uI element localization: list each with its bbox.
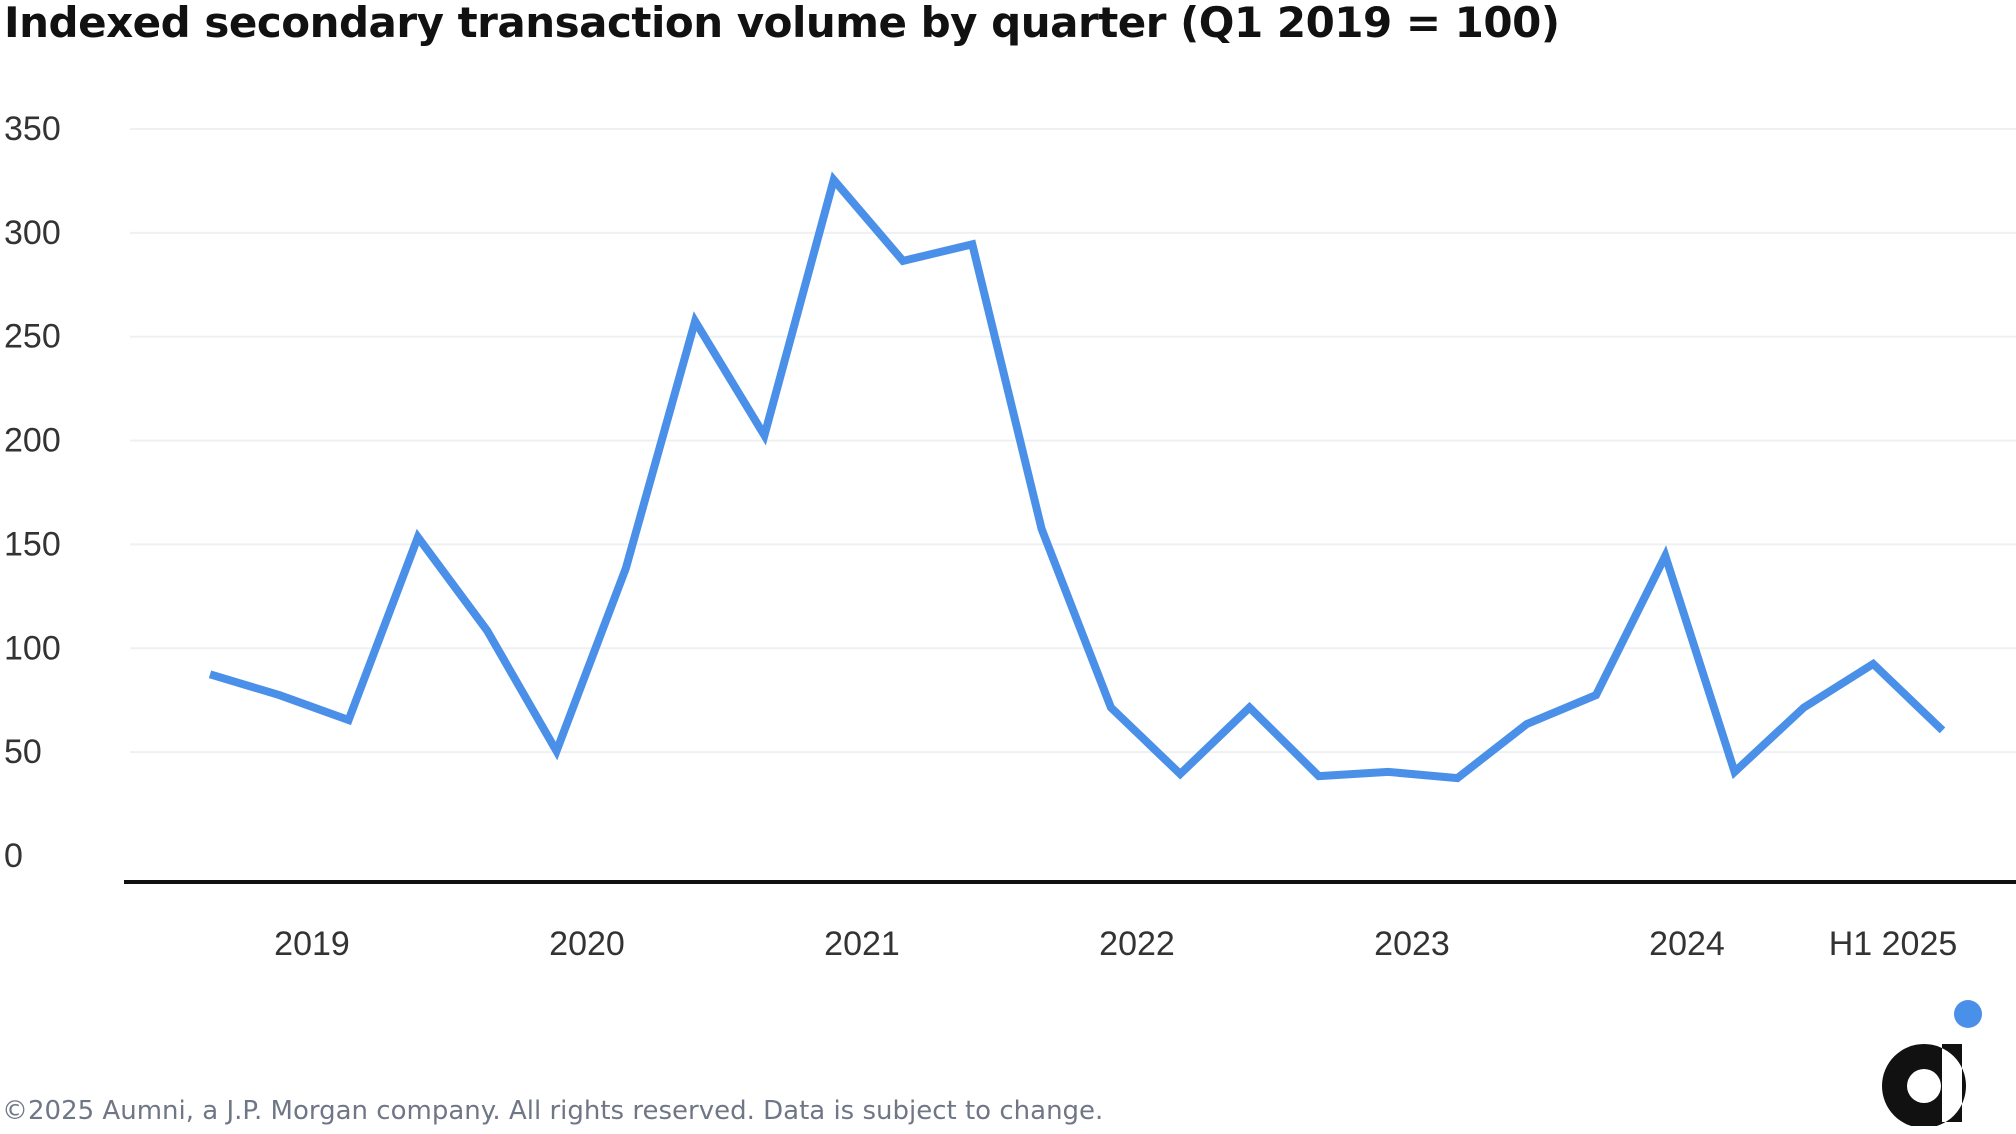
y-tick-label: 150 — [4, 525, 61, 563]
chart-title: Indexed secondary transaction volume by … — [4, 0, 1560, 47]
x-axis-ticks: 2019 2020 2021 2022 2023 2024 H1 2025 — [274, 925, 1957, 963]
gridlines — [130, 128, 2016, 754]
y-tick-label: 200 — [4, 422, 61, 460]
aumni-logo — [1882, 1000, 1982, 1126]
y-axis-ticks: 0 50 100 150 200 250 300 350 — [4, 110, 61, 875]
x-tick-label: 2020 — [549, 925, 625, 963]
y-tick-label: 250 — [4, 318, 61, 356]
x-tick-label: 2024 — [1649, 925, 1725, 963]
logo-dot — [1954, 1000, 1982, 1028]
x-tick-label: 2022 — [1099, 925, 1175, 963]
x-tick-label: 2019 — [274, 925, 350, 963]
series-line — [208, 171, 1946, 783]
y-tick-label: 100 — [4, 629, 61, 667]
logo-letter-a — [1882, 1044, 1966, 1126]
y-tick-label: 0 — [4, 837, 23, 875]
x-tick-label: 2021 — [824, 925, 900, 963]
y-tick-label: 300 — [4, 214, 61, 252]
x-tick-label: H1 2025 — [1829, 925, 1958, 963]
copyright-footer: ©2025 Aumni, a J.P. Morgan company. All … — [2, 1096, 1104, 1126]
series-group — [208, 171, 1946, 783]
x-tick-label: 2023 — [1374, 925, 1450, 963]
y-tick-label: 350 — [4, 110, 61, 148]
y-tick-label: 50 — [4, 733, 42, 771]
